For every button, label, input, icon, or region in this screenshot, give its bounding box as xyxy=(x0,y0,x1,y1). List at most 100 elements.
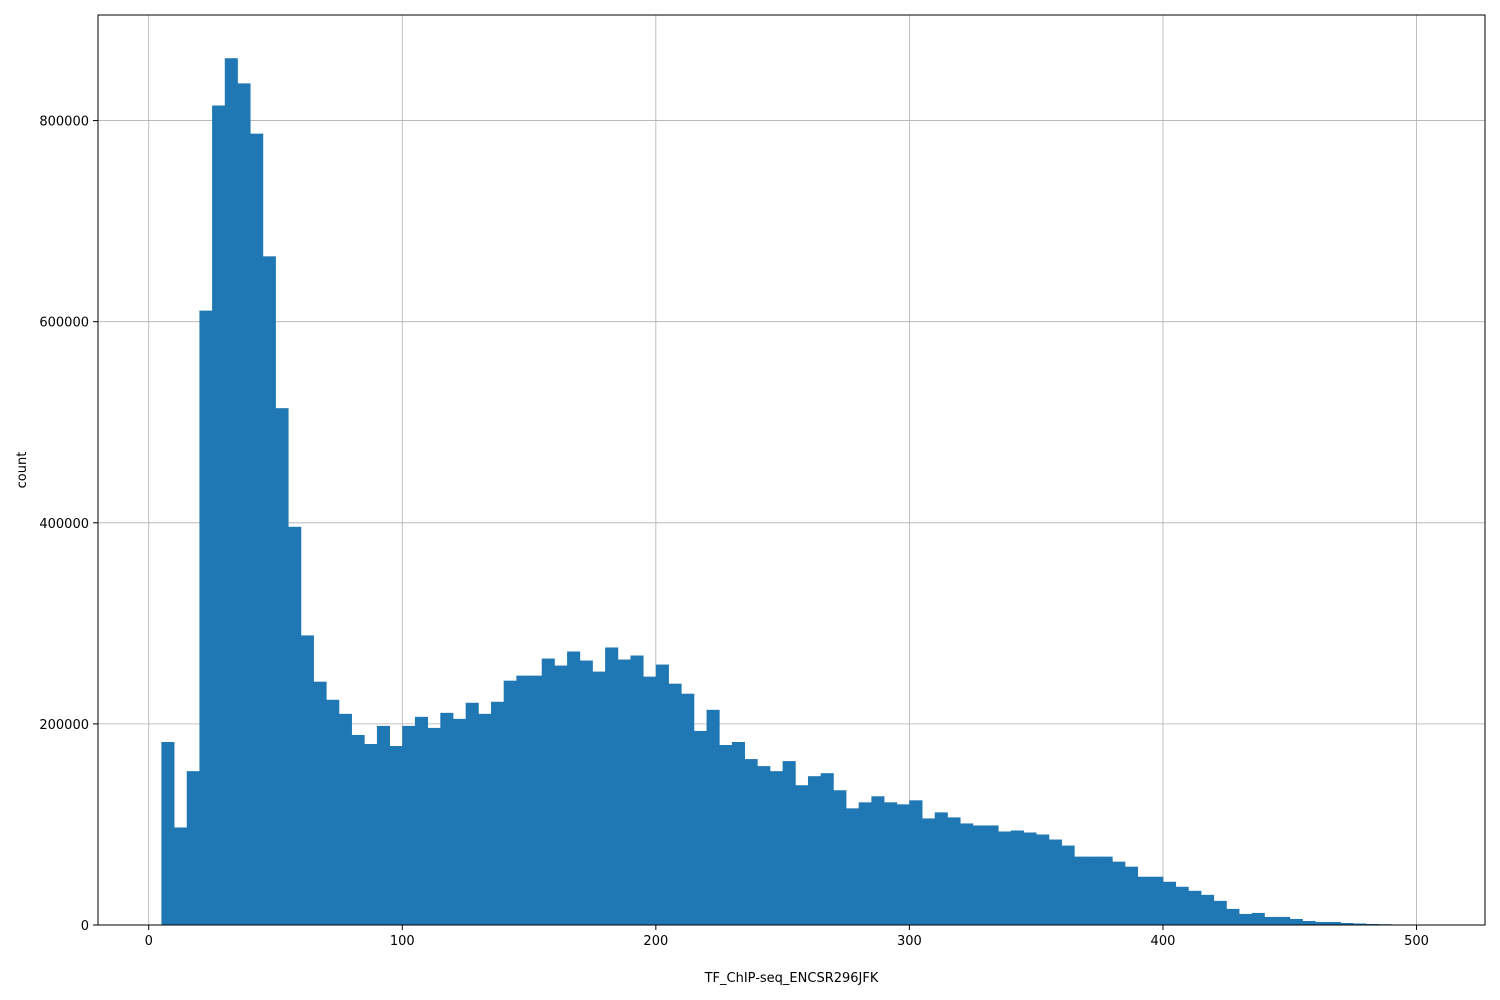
histogram-bar xyxy=(541,658,555,925)
histogram-bar xyxy=(1239,913,1253,925)
y-tick-label: 600000 xyxy=(39,316,89,331)
x-tick-label: 300 xyxy=(897,934,922,949)
histogram-bar xyxy=(693,730,707,925)
axis-ticks: 0 100 200 300 400 500 0 200000 400000 600000 80000… xyxy=(39,115,1429,949)
histogram-bar xyxy=(554,665,568,925)
histogram-bar xyxy=(985,825,999,925)
histogram-bar xyxy=(909,800,923,925)
histogram-bar xyxy=(795,785,809,925)
histogram-bar xyxy=(668,683,682,925)
histogram-bar xyxy=(1251,912,1265,925)
histogram-bar xyxy=(376,725,390,925)
histogram-bar xyxy=(161,741,175,925)
histogram-bar xyxy=(1315,921,1329,925)
histogram-bar xyxy=(643,676,657,925)
histogram-bar xyxy=(237,83,251,926)
histogram-bar xyxy=(186,771,200,925)
x-tick-label: 200 xyxy=(643,934,668,949)
histogram-bar xyxy=(262,256,276,926)
histogram-bar xyxy=(1340,922,1354,925)
histogram-bar xyxy=(858,802,872,925)
histogram-bar xyxy=(1201,894,1215,925)
histogram-bar xyxy=(1302,920,1316,925)
histogram-bar xyxy=(1099,856,1113,925)
histogram-bar xyxy=(820,773,834,925)
histogram-bar xyxy=(769,771,784,925)
histogram-bars xyxy=(161,58,1430,926)
histogram-bar xyxy=(757,766,771,925)
histogram-bar xyxy=(617,659,631,925)
histogram-bar xyxy=(630,655,644,925)
histogram-bar xyxy=(224,58,238,926)
histogram-bar xyxy=(605,647,619,925)
histogram-bar xyxy=(1277,916,1291,925)
histogram-bar xyxy=(972,825,986,925)
histogram-bar xyxy=(1213,900,1227,925)
histogram-bar xyxy=(1074,856,1088,925)
histogram-bar xyxy=(338,713,352,925)
histogram-bar xyxy=(452,718,467,925)
histogram-bar xyxy=(491,701,505,925)
histogram-bar xyxy=(288,526,302,925)
x-tick-label: 0 xyxy=(145,934,153,949)
histogram-bar xyxy=(744,759,758,925)
histogram-bar xyxy=(174,827,188,925)
histogram-bar xyxy=(516,675,530,925)
histogram-bar xyxy=(389,746,403,925)
histogram-bar xyxy=(871,796,885,925)
y-tick-label: 400000 xyxy=(39,517,89,532)
histogram-bar xyxy=(1048,839,1062,925)
histogram-bar xyxy=(275,408,289,925)
histogram-bar xyxy=(250,133,264,926)
histogram-bar xyxy=(1264,916,1278,925)
histogram-bar xyxy=(1327,921,1341,925)
histogram-bar xyxy=(782,761,796,925)
histogram-bar xyxy=(846,808,860,925)
histogram-bar xyxy=(1188,890,1202,925)
x-tick-label: 500 xyxy=(1404,934,1429,949)
histogram-bar xyxy=(402,725,416,925)
y-tick-label: 800000 xyxy=(39,115,89,130)
histogram-bar xyxy=(947,817,961,925)
histogram-bar xyxy=(1162,881,1177,925)
histogram-bar xyxy=(351,734,365,925)
histogram-bar xyxy=(1175,886,1189,925)
histogram-bar xyxy=(960,823,974,925)
histogram-bar xyxy=(427,727,441,925)
x-tick-label: 100 xyxy=(390,934,415,949)
histogram-bar xyxy=(1061,845,1075,925)
histogram-bar xyxy=(807,776,822,925)
histogram-bar xyxy=(478,713,492,925)
plot-frame xyxy=(97,14,1486,926)
histogram-bar xyxy=(998,831,1012,925)
histogram-bar xyxy=(719,745,733,925)
y-tick-label: 0 xyxy=(81,919,89,934)
histogram-bar xyxy=(592,671,606,925)
histogram-bar xyxy=(833,790,847,925)
histogram-bar xyxy=(896,804,910,925)
histogram-bar xyxy=(414,716,429,925)
histogram-bar xyxy=(1226,908,1240,925)
histogram-bar xyxy=(529,675,543,925)
histogram-bar xyxy=(300,635,314,925)
histogram-bar xyxy=(934,812,948,925)
histogram-bar xyxy=(465,702,479,925)
histogram-bar xyxy=(681,693,695,925)
histogram-bar xyxy=(1365,923,1379,925)
histogram-bar xyxy=(212,105,226,925)
histogram-bar xyxy=(579,660,593,925)
histogram-bar xyxy=(326,699,340,925)
histogram-bar xyxy=(1137,876,1151,925)
histogram-bar xyxy=(199,310,213,926)
histogram-bar xyxy=(1353,923,1367,925)
histogram-bar xyxy=(706,709,720,925)
histogram-bar xyxy=(364,744,378,925)
histogram-bar xyxy=(567,651,581,925)
x-axis-label: TF_ChIP-seq_ENCSR296JFK xyxy=(704,971,879,986)
y-tick-label: 200000 xyxy=(39,718,89,733)
histogram-bar xyxy=(1023,832,1037,925)
y-axis-label: count xyxy=(15,452,30,489)
histogram-bar xyxy=(1036,834,1050,925)
histogram-bar xyxy=(440,712,454,925)
